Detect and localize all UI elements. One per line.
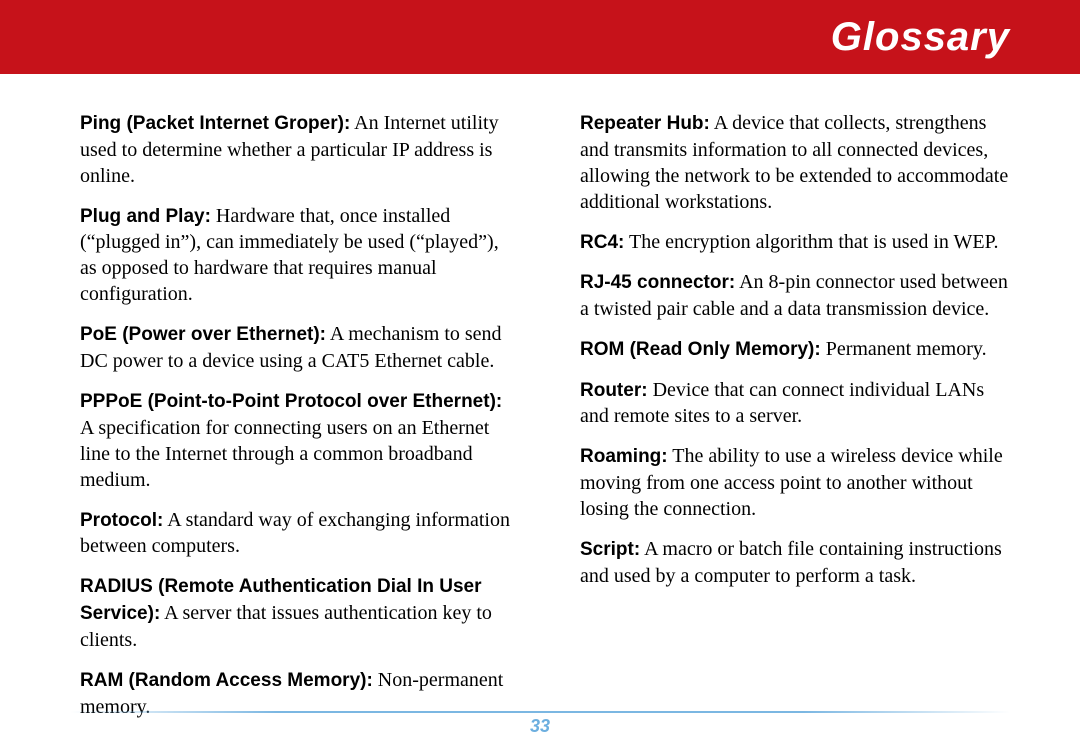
glossary-term: RC4: [580, 232, 624, 253]
glossary-term: RJ-45 connector: [580, 272, 735, 293]
glossary-term: Repeater Hub: [580, 113, 710, 134]
glossary-term: Roaming: [580, 446, 668, 467]
glossary-entry: Ping (Packet Internet Groper): An Intern… [80, 110, 510, 189]
glossary-definition: A specification for connecting users on … [80, 417, 489, 491]
glossary-entry: Script: A macro or batch file containing… [580, 536, 1010, 589]
right-column: Repeater Hub: A device that collects, st… [580, 110, 1010, 734]
glossary-term: Protocol: [80, 510, 163, 531]
glossary-entry: RC4: The encryption algorithm that is us… [580, 229, 1010, 256]
glossary-term: Ping (Packet Internet Groper): [80, 113, 350, 134]
glossary-term: Script: [580, 539, 640, 560]
glossary-entry: RJ-45 connector: An 8-pin connector used… [580, 269, 1010, 322]
glossary-entry: PPPoE (Point-to-Point Protocol over Ethe… [80, 388, 510, 493]
glossary-term: PPPoE (Point-to-Point Protocol over Ethe… [80, 391, 502, 412]
glossary-entry: Router: Device that can connect individu… [580, 377, 1010, 430]
glossary-term: RAM (Random Access Memory): [80, 670, 373, 691]
glossary-entry: RADIUS (Remote Authentication Dial In Us… [80, 573, 510, 652]
page-number: 33 [0, 716, 1080, 737]
glossary-term: PoE (Power over Ethernet): [80, 324, 326, 345]
glossary-definition: Permanent memory. [821, 338, 987, 360]
glossary-entry: ROM (Read Only Memory): Permanent memory… [580, 336, 1010, 363]
glossary-term: Router: [580, 380, 648, 401]
page: Glossary Ping (Packet Internet Groper): … [0, 0, 1080, 747]
glossary-entry: Roaming: The ability to use a wireless d… [580, 443, 1010, 522]
left-column: Ping (Packet Internet Groper): An Intern… [80, 110, 510, 734]
glossary-entry: Repeater Hub: A device that collects, st… [580, 110, 1010, 215]
glossary-definition: A macro or batch file containing instruc… [580, 538, 1002, 587]
glossary-term: ROM (Read Only Memory): [580, 339, 821, 360]
glossary-entry: Plug and Play: Hardware that, once insta… [80, 203, 510, 308]
page-title: Glossary [831, 15, 1010, 60]
banner: Glossary [0, 0, 1080, 74]
glossary-term: Plug and Play: [80, 206, 211, 227]
footer-rule [70, 711, 1010, 713]
glossary-definition: The encryption algorithm that is used in… [624, 231, 998, 253]
content-columns: Ping (Packet Internet Groper): An Intern… [0, 74, 1080, 734]
glossary-entry: Protocol: A standard way of exchanging i… [80, 507, 510, 560]
glossary-entry: PoE (Power over Ethernet): A mechanism t… [80, 321, 510, 374]
